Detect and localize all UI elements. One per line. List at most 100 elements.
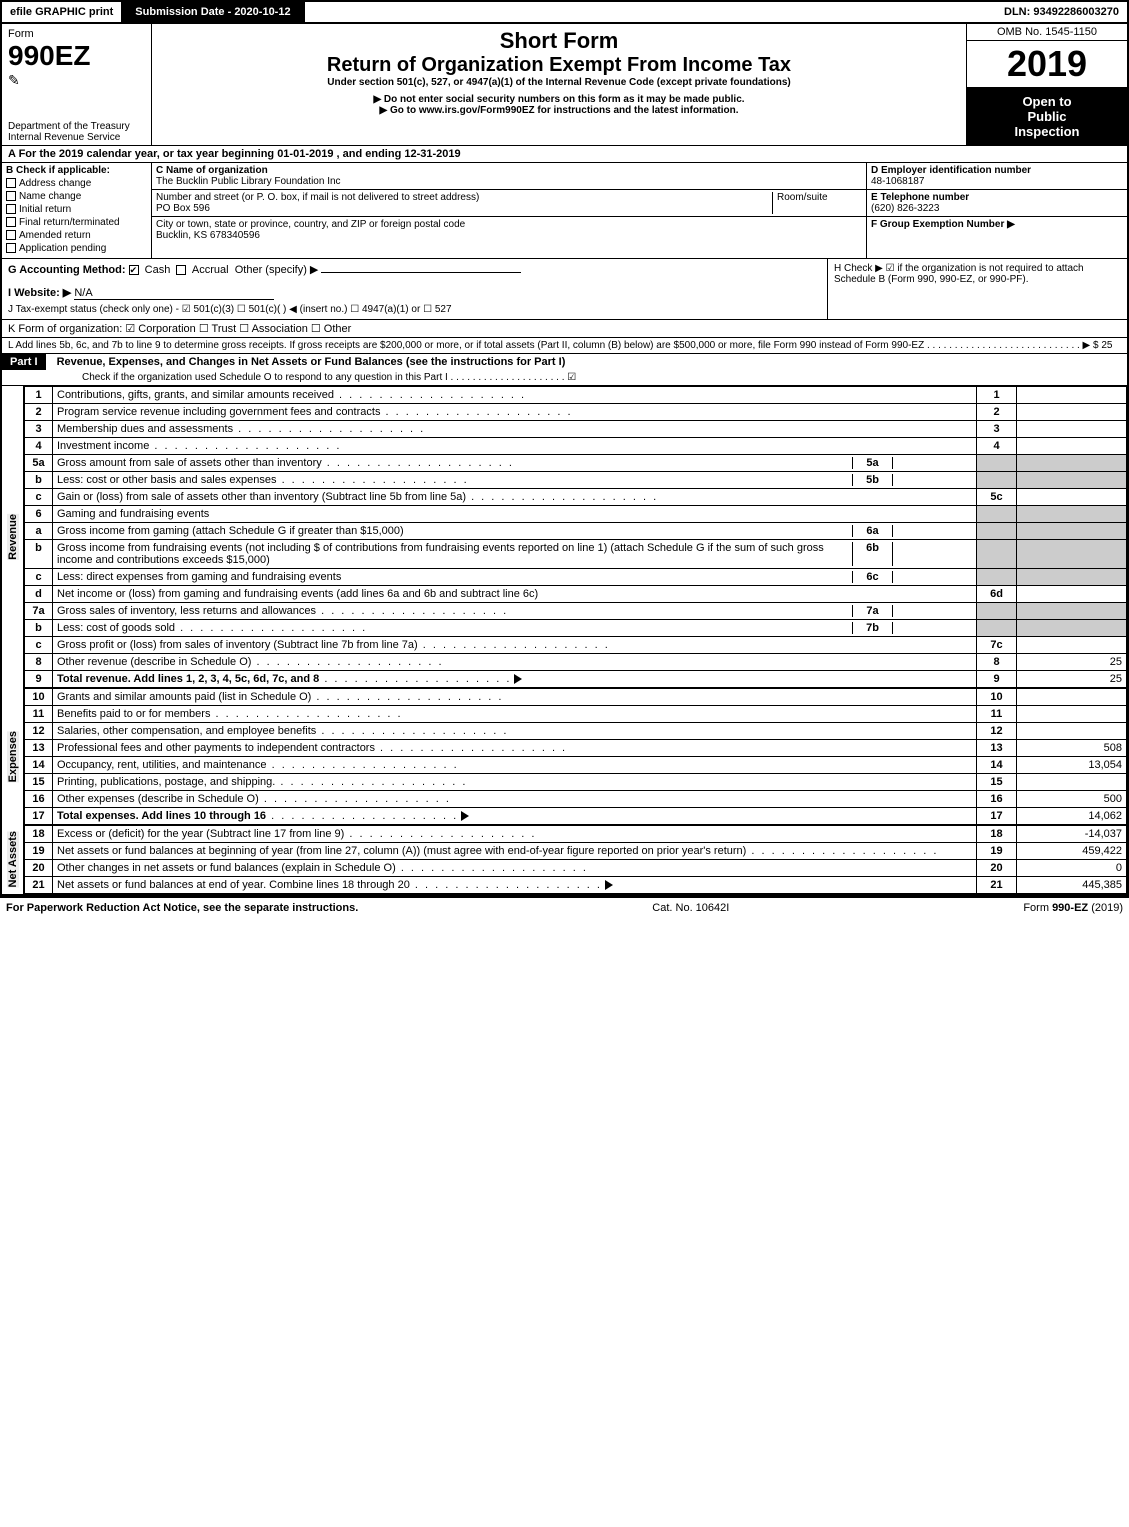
table-row: 8Other revenue (describe in Schedule O)8…	[25, 654, 1127, 671]
section-def: D Employer identification number 48-1068…	[867, 163, 1127, 258]
line-num: 4	[25, 438, 53, 455]
phone-value: (620) 826-3223	[871, 203, 939, 214]
line-desc: Gross amount from sale of assets other t…	[57, 457, 322, 469]
header-center: Short Form Return of Organization Exempt…	[152, 24, 967, 145]
inner-val	[892, 457, 972, 469]
c-name-label: C Name of organization	[156, 165, 268, 176]
cb-accrual[interactable]	[176, 265, 186, 275]
line-amount	[1017, 421, 1127, 438]
line-desc: Printing, publications, postage, and shi…	[57, 776, 275, 788]
return-title: Return of Organization Exempt From Incom…	[158, 54, 960, 77]
inner-val	[892, 525, 972, 537]
line-desc: Other changes in net assets or fund bala…	[57, 862, 396, 874]
line-amount	[1017, 723, 1127, 740]
line-desc: Net income or (loss) from gaming and fun…	[57, 588, 538, 600]
line-num: c	[25, 489, 53, 506]
cb-final-return[interactable]: Final return/terminated	[6, 217, 147, 228]
grey-cell	[1017, 455, 1127, 472]
line-num: b	[25, 620, 53, 637]
line-desc: Other expenses (describe in Schedule O)	[57, 793, 259, 805]
cb-final-return-label: Final return/terminated	[19, 217, 120, 228]
cb-initial-return-label: Initial return	[19, 204, 71, 215]
inner-val	[892, 542, 972, 566]
open-line1: Open to	[1022, 94, 1071, 109]
line-ref: 1	[977, 387, 1017, 404]
header-left: Form 990EZ ✎ Department of the Treasury …	[2, 24, 152, 145]
topbar-spacer	[305, 2, 996, 22]
line-num: 2	[25, 404, 53, 421]
line-ref: 21	[977, 877, 1017, 894]
cb-name-change[interactable]: Name change	[6, 191, 147, 202]
e-label: E Telephone number	[871, 192, 969, 203]
part-i-check: Check if the organization used Schedule …	[2, 370, 1127, 385]
cb-address-change[interactable]: Address change	[6, 178, 147, 189]
line-a-tax-year: A For the 2019 calendar year, or tax yea…	[0, 146, 1129, 163]
header-right: OMB No. 1545-1150 2019 Open to Public In…	[967, 24, 1127, 145]
table-row: 11Benefits paid to or for members11	[25, 706, 1127, 723]
entity-block: B Check if applicable: Address change Na…	[0, 163, 1129, 259]
netassets-side-label: Net Assets	[2, 825, 24, 894]
table-row: dNet income or (loss) from gaming and fu…	[25, 586, 1127, 603]
line-desc: Less: cost or other basis and sales expe…	[57, 474, 277, 486]
line-desc: Total revenue. Add lines 1, 2, 3, 4, 5c,…	[57, 673, 319, 685]
line-num: b	[25, 540, 53, 569]
table-row: 21Net assets or fund balances at end of …	[25, 877, 1127, 894]
cb-initial-return[interactable]: Initial return	[6, 204, 147, 215]
omb-number: OMB No. 1545-1150	[967, 24, 1127, 41]
i-label: I Website: ▶	[8, 287, 71, 299]
line-num: 3	[25, 421, 53, 438]
line-num: 20	[25, 860, 53, 877]
g-other-input[interactable]	[321, 272, 521, 273]
line-num: 9	[25, 671, 53, 688]
line-ref: 6d	[977, 586, 1017, 603]
table-row: 5aGross amount from sale of assets other…	[25, 455, 1127, 472]
grey-cell	[977, 472, 1017, 489]
line-ref: 10	[977, 689, 1017, 706]
cb-application-pending[interactable]: Application pending	[6, 243, 147, 254]
revenue-side-text: Revenue	[7, 514, 19, 560]
line-ref: 4	[977, 438, 1017, 455]
line-ref: 8	[977, 654, 1017, 671]
line-amount	[1017, 489, 1127, 506]
line-desc: Gross profit or (loss) from sales of inv…	[57, 639, 418, 651]
open-to-public-box: Open to Public Inspection	[967, 88, 1127, 145]
line-amount	[1017, 404, 1127, 421]
line-amount: 14,062	[1017, 808, 1127, 825]
goto-link[interactable]: ▶ Go to www.irs.gov/Form990EZ for instru…	[158, 105, 960, 116]
irs-label: Internal Revenue Service	[8, 132, 120, 143]
inner-box: 7a	[852, 605, 892, 617]
line-num: 15	[25, 774, 53, 791]
table-row: 17Total expenses. Add lines 10 through 1…	[25, 808, 1127, 825]
line-g: G Accounting Method: Cash Accrual Other …	[8, 263, 821, 276]
cb-cash[interactable]	[129, 265, 139, 275]
inner-box: 6a	[852, 525, 892, 537]
expenses-table: 10Grants and similar amounts paid (list …	[24, 688, 1127, 825]
line-desc: Occupancy, rent, utilities, and maintena…	[57, 759, 267, 771]
line-desc: Professional fees and other payments to …	[57, 742, 375, 754]
org-street: PO Box 596	[156, 203, 210, 214]
table-row: 4 Investment income 4	[25, 438, 1127, 455]
grey-cell	[977, 455, 1017, 472]
inner-box: 6c	[852, 571, 892, 583]
table-row: 6Gaming and fundraising events	[25, 506, 1127, 523]
line-desc: Investment income	[57, 440, 149, 452]
line-amount: 25	[1017, 671, 1127, 688]
table-row: cGross profit or (loss) from sales of in…	[25, 637, 1127, 654]
line-desc: Less: direct expenses from gaming and fu…	[57, 571, 341, 583]
line-desc: Gross sales of inventory, less returns a…	[57, 605, 316, 617]
footer-center: Cat. No. 10642I	[652, 902, 729, 914]
section-c-name-address: C Name of organization The Bucklin Publi…	[152, 163, 867, 258]
part-i-header-row: Part I Revenue, Expenses, and Changes in…	[0, 354, 1129, 386]
submission-date-button[interactable]: Submission Date - 2020-10-12	[123, 2, 304, 22]
c-street-label: Number and street (or P. O. box, if mail…	[156, 192, 479, 203]
line-ref: 3	[977, 421, 1017, 438]
line-ref: 9	[977, 671, 1017, 688]
line-num: 8	[25, 654, 53, 671]
line-amount: 508	[1017, 740, 1127, 757]
footer-left: For Paperwork Reduction Act Notice, see …	[6, 902, 358, 914]
grey-cell	[977, 603, 1017, 620]
cb-amended-return[interactable]: Amended return	[6, 230, 147, 241]
line-ref: 15	[977, 774, 1017, 791]
efile-print-button[interactable]: efile GRAPHIC print	[2, 2, 123, 22]
line-l: L Add lines 5b, 6c, and 7b to line 9 to …	[0, 338, 1129, 354]
